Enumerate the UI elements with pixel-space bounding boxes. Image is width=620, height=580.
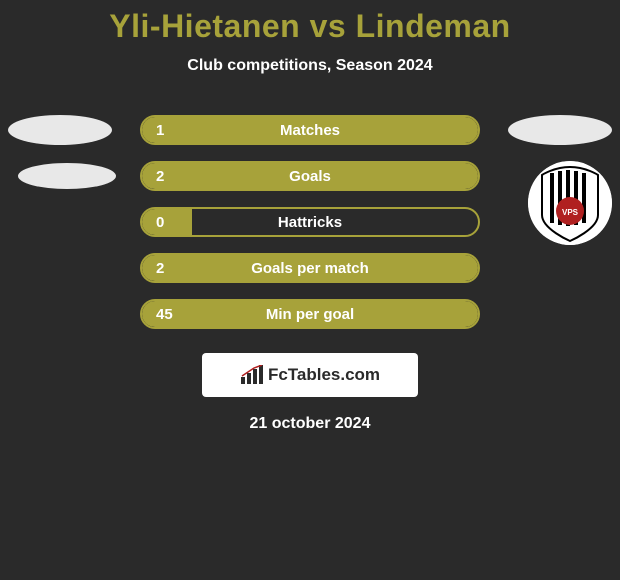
player-left-placeholder [8, 115, 112, 145]
stat-label: Goals [142, 168, 478, 185]
source-logo: FcTables.com [202, 353, 418, 397]
stat-label: Hattricks [142, 214, 478, 231]
stat-row: 0 Hattricks [0, 207, 620, 237]
bars-icon [240, 365, 264, 385]
stat-bar: 45 Min per goal [140, 299, 480, 329]
comparison-card: Yli-Hietanen vs Lindeman Club competitio… [0, 0, 620, 433]
stat-row: 1 Matches [0, 115, 620, 145]
stat-bar: 0 Hattricks [140, 207, 480, 237]
stat-row: 45 Min per goal [0, 299, 620, 329]
stat-bar: 2 Goals per match [140, 253, 480, 283]
stat-bar: 1 Matches [140, 115, 480, 145]
player-right-placeholder [508, 115, 612, 145]
date-text: 21 october 2024 [0, 415, 620, 433]
stat-label: Matches [142, 122, 478, 139]
page-title: Yli-Hietanen vs Lindeman [0, 8, 620, 45]
stat-label: Goals per match [142, 260, 478, 277]
subtitle: Club competitions, Season 2024 [0, 57, 620, 75]
player-left-placeholder [18, 163, 116, 189]
stat-row: 2 Goals VPS [0, 161, 620, 191]
source-logo-text: FcTables.com [268, 365, 380, 385]
stat-row: 2 Goals per match [0, 253, 620, 283]
stat-label: Min per goal [142, 306, 478, 323]
stat-bar: 2 Goals [140, 161, 480, 191]
